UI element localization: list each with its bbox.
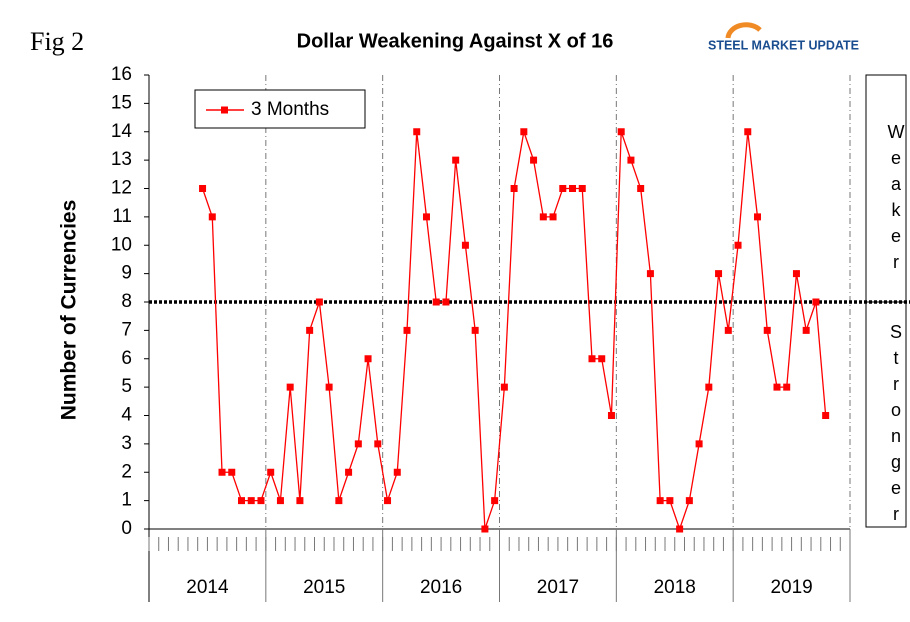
point [208, 213, 216, 221]
point [354, 440, 362, 448]
point [422, 213, 430, 221]
y-tick-label: 11 [112, 206, 132, 227]
point [802, 326, 810, 334]
point [461, 241, 469, 249]
point [199, 185, 207, 192]
point [685, 497, 693, 505]
point [705, 383, 713, 391]
point [471, 326, 479, 334]
point [442, 298, 450, 306]
x-group-label: 2016 [420, 577, 462, 598]
y-tick-label: 6 [121, 348, 132, 369]
point [715, 270, 723, 278]
point [315, 298, 323, 306]
point [345, 468, 353, 476]
point [286, 383, 294, 391]
y-tick-label: 16 [111, 64, 132, 85]
lower-side-label: Stronger [886, 322, 906, 530]
point [607, 412, 615, 419]
point [403, 326, 411, 334]
point [627, 156, 635, 164]
point [539, 213, 547, 221]
fig-label: Fig 2 [30, 27, 84, 56]
y-tick-label: 3 [121, 433, 132, 454]
point [452, 156, 460, 164]
point [432, 298, 440, 306]
y-tick-label: 13 [111, 149, 132, 170]
point [617, 128, 625, 136]
chart-title: Dollar Weakening Against X of 16 [297, 30, 614, 52]
y-tick-label: 14 [111, 121, 133, 142]
point [247, 497, 255, 505]
point [218, 468, 226, 476]
point [676, 525, 684, 533]
upper-side-label: Weaker [886, 122, 906, 278]
point [384, 497, 392, 505]
y-tick-label: 5 [121, 376, 132, 397]
point [666, 497, 674, 505]
point [364, 355, 372, 363]
point [296, 497, 304, 505]
legend-marker [221, 106, 228, 114]
y-tick-label: 10 [111, 234, 132, 255]
y-axis-label: Number of Currencies [58, 200, 81, 421]
y-tick-label: 1 [121, 490, 132, 511]
point [773, 383, 781, 391]
y-tick-label: 4 [121, 405, 132, 426]
point [530, 156, 538, 164]
y-tick-label: 0 [121, 518, 132, 539]
point [792, 270, 800, 278]
y-tick-label: 15 [111, 92, 132, 113]
point [578, 185, 586, 192]
x-group-label: 2014 [186, 577, 229, 598]
point [822, 412, 830, 419]
point [237, 497, 245, 505]
point [481, 525, 489, 533]
point [754, 213, 762, 221]
point [520, 128, 528, 136]
logo-arc [725, 22, 762, 39]
point [325, 383, 333, 391]
point [257, 497, 265, 505]
point [559, 185, 567, 192]
x-group-label: 2017 [537, 577, 579, 598]
point [228, 468, 236, 476]
point [510, 185, 518, 192]
logo: STEEL MARKET UPDATE [708, 38, 859, 52]
point [276, 497, 284, 505]
y-tick-label: 7 [121, 319, 132, 340]
point [306, 326, 314, 334]
y-tick-label: 2 [121, 461, 132, 482]
x-group-label: 2018 [654, 577, 696, 598]
point [374, 440, 382, 448]
legend-label: 3 Months [251, 99, 329, 120]
y-tick-label: 12 [111, 178, 132, 199]
point [763, 326, 771, 334]
point [812, 298, 820, 306]
point [637, 185, 645, 192]
point [783, 383, 791, 391]
x-group-label: 2019 [770, 577, 812, 598]
point [646, 270, 654, 278]
point [598, 355, 606, 363]
point [734, 241, 742, 249]
point [656, 497, 664, 505]
point [588, 355, 596, 363]
point [335, 497, 343, 505]
y-tick-label: 8 [121, 291, 132, 312]
point [724, 326, 732, 334]
point [491, 497, 499, 505]
point [569, 185, 577, 192]
point [695, 440, 703, 448]
x-group-label: 2015 [303, 577, 345, 598]
point [744, 128, 752, 136]
point [393, 468, 401, 476]
point [413, 128, 421, 136]
point [500, 383, 508, 391]
point [549, 213, 557, 221]
point [267, 468, 275, 476]
y-tick-label: 9 [121, 263, 132, 284]
